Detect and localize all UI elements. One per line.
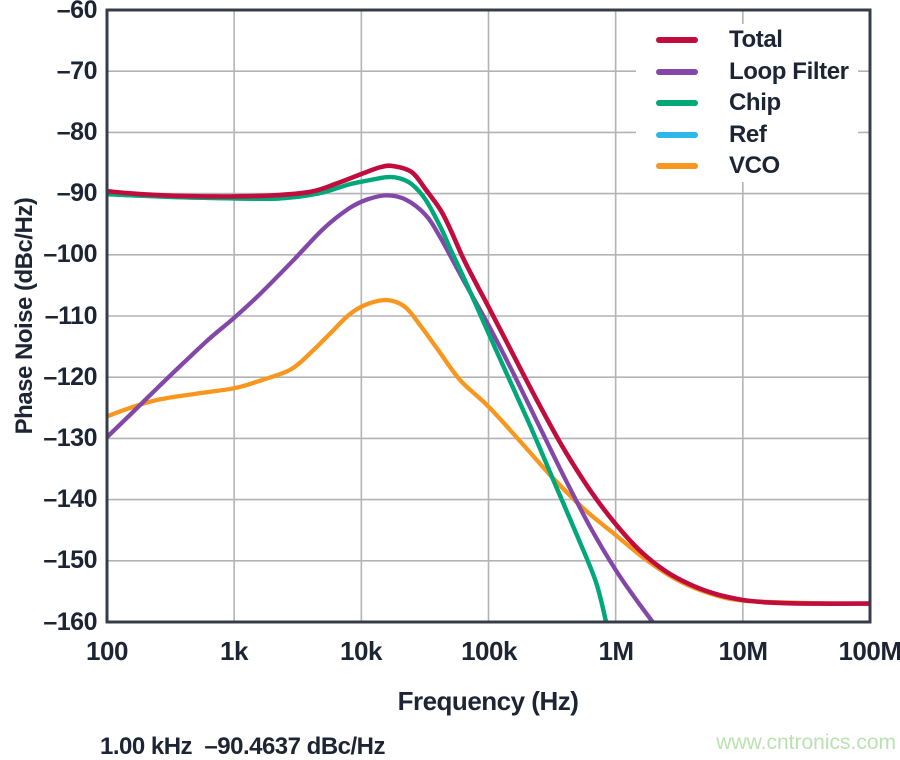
y-axis-title: Phase Noise (dBc/Hz): [11, 197, 38, 435]
x-tick-label: 1k: [220, 636, 248, 666]
legend-label: VCO: [729, 152, 780, 179]
legend-item-loop-filter: Loop Filter: [636, 58, 858, 86]
x-tick-label: 1M: [598, 636, 634, 666]
y-tick-label: –130: [43, 423, 97, 452]
y-tick-label: –160: [43, 607, 97, 636]
legend-label: Total: [729, 26, 783, 53]
legend-label: Ref: [729, 120, 767, 148]
legend-swatch-vco: [656, 163, 698, 169]
y-tick-label: –100: [43, 240, 97, 269]
curve-loop-filter: [106, 193, 657, 623]
y-tick-label: –140: [43, 485, 97, 514]
legend-swatch-loop-filter: [656, 68, 698, 75]
curve-total: [106, 163, 871, 606]
plot-border: [105, 8, 872, 624]
legend-label: Chip: [729, 89, 781, 116]
y-tick-label: –120: [43, 362, 97, 391]
legend-item-chip: Chip: [636, 89, 858, 117]
legend-item-vco: VCO: [636, 152, 858, 180]
x-tick-label: 10M: [718, 636, 768, 666]
y-tick-label: –90: [56, 179, 98, 208]
watermark: www.cntronics.com: [716, 731, 896, 754]
x-tick-label: 100k: [461, 636, 517, 666]
gridlines: [107, 10, 870, 622]
x-tick-label: 10k: [340, 636, 382, 666]
x-tick-label: 100M: [838, 636, 900, 666]
curve-chip: [106, 174, 609, 623]
legend-swatch-ref: [656, 131, 698, 138]
legend-item-ref: Ref: [636, 121, 858, 149]
y-tick-label: –110: [44, 301, 98, 330]
legend: Total Loop Filter Chip Ref VCO: [636, 24, 858, 182]
legend-label: Loop Filter: [729, 57, 849, 85]
y-tick-label: –80: [56, 117, 98, 146]
legend-swatch-chip: [656, 100, 698, 106]
x-tick-label: 100: [86, 636, 128, 666]
marker-readout: 1.00 kHz –90.4637 dBc/Hz: [100, 733, 386, 760]
x-axis-title: Frequency (Hz): [397, 686, 579, 716]
curve-ref: [106, 174, 609, 623]
legend-swatch-total: [656, 37, 698, 43]
y-tick-label: –70: [56, 56, 98, 85]
y-tick-label: –60: [56, 0, 98, 24]
legend-item-total: Total: [636, 26, 858, 54]
y-tick-label: –150: [43, 546, 97, 575]
